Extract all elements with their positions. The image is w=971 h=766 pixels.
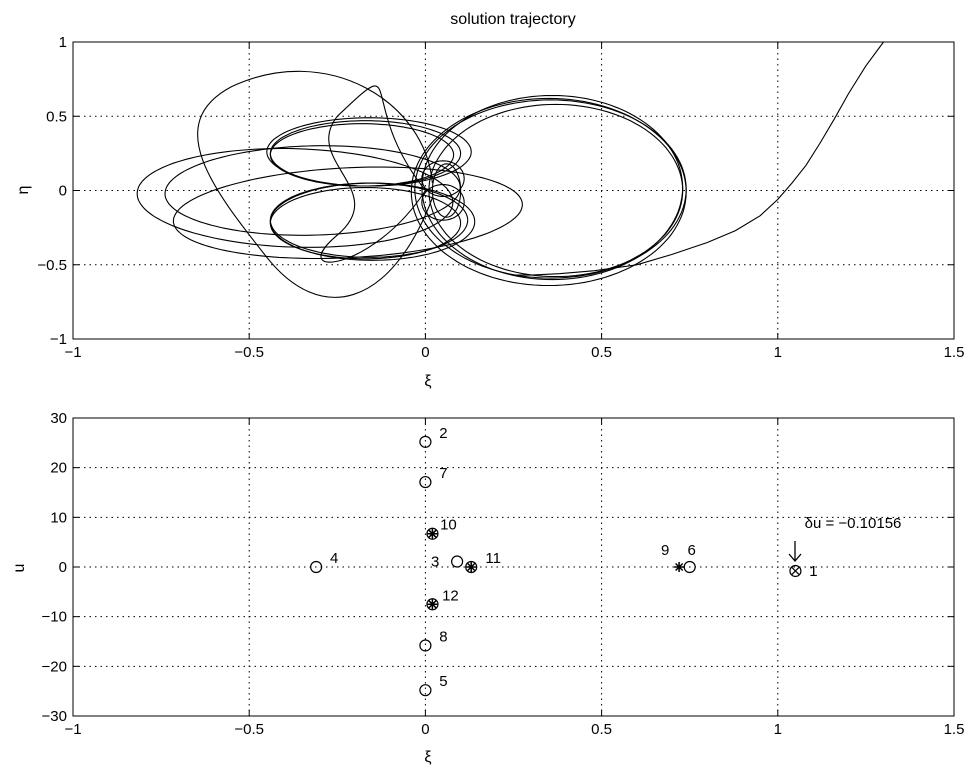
u-x-tick-label: 1	[774, 721, 782, 738]
trajectory-loop	[421, 160, 465, 197]
u-tick-labels: −1 −0.5 0 0.5 1 1.5 −30 −20 −10 0 10 20 30	[42, 410, 965, 738]
point-marker-circle	[419, 475, 432, 489]
trajectory-loop	[269, 182, 476, 261]
delta-u-annotation: δu = −0.10156	[805, 515, 902, 532]
u-y-tick-label: 30	[50, 410, 67, 427]
point-marker-circle	[310, 560, 323, 574]
point-marker-circle	[426, 527, 439, 540]
u-x-tick-label: 1.5	[944, 721, 965, 738]
trajectory-loop	[172, 166, 523, 260]
u-y-tick-label: −20	[42, 658, 67, 675]
trajectory-tick-labels: −1 −0.5 0 0.5 1 1.5 −1 −0.5 0 0.5 1	[37, 34, 964, 361]
point-label: 7	[439, 465, 447, 482]
trajectory-x-tick-label: 0.5	[591, 344, 612, 361]
point-marker-circle	[419, 684, 432, 697]
point-7: 7	[419, 465, 448, 489]
trajectory-loop	[428, 103, 684, 278]
u-axes-box	[72, 417, 955, 717]
trajectory-loop	[421, 184, 465, 221]
trajectory-chart: solution trajectory −1 −0.5 0 0.5 1 1.5 −1 −0.5…	[15, 11, 964, 390]
trajectory-y-tick-label: 0.5	[46, 108, 67, 125]
point-2: 2	[419, 425, 448, 448]
trajectory-x-tick-label: −1	[64, 344, 81, 361]
trajectory-x-tick-label: 1	[774, 344, 782, 361]
point-6: 6	[683, 542, 696, 574]
u-x-tick-label: −0.5	[234, 721, 264, 738]
point-marker-circle	[465, 560, 478, 574]
point-label: 10	[440, 517, 457, 534]
point-3: 3	[431, 554, 464, 571]
chart-title: solution trajectory	[450, 11, 575, 28]
point-marker-asterisk	[674, 562, 685, 572]
u-x-tick-label: 0.5	[591, 721, 612, 738]
u-y-tick-label: −30	[42, 708, 67, 725]
point-marker-circle	[419, 435, 432, 448]
trajectory-loop	[410, 97, 687, 287]
point-marker-x	[790, 566, 800, 576]
u-y-axis-label: u	[11, 564, 28, 573]
point-marker-circle	[451, 555, 464, 568]
trajectory-y-tick-label: 1	[59, 34, 67, 51]
point-label: 12	[442, 587, 459, 604]
point-9: 9	[661, 542, 685, 572]
trajectory-y-tick-label: −0.5	[37, 257, 67, 274]
u-x-tick-label: −1	[64, 721, 81, 738]
point-label: 1	[809, 563, 817, 580]
point-8: 8	[419, 628, 448, 652]
u-y-tick-label: −10	[42, 609, 67, 626]
point-marker-circle	[426, 598, 439, 611]
point-label: 11	[485, 550, 501, 567]
trajectory-y-axis-label: η	[15, 186, 32, 195]
u-x-axis-label: ξ	[424, 749, 431, 766]
trajectory-y-tick-label: −1	[50, 331, 67, 348]
point-label: 9	[661, 542, 669, 559]
point-label: 4	[330, 550, 338, 567]
point-10: 10	[426, 517, 457, 540]
u-y-tick-label: 10	[50, 509, 67, 526]
trajectory-x-axis-label: ξ	[424, 373, 431, 390]
point-12: 12	[426, 587, 459, 611]
u-y-tick-label: 0	[59, 559, 67, 576]
point-11: 11	[465, 550, 501, 574]
trajectory-escape-curve	[513, 41, 884, 276]
trajectory-wave	[197, 70, 433, 298]
trajectory-loop	[431, 163, 462, 218]
trajectory-curves	[136, 41, 884, 298]
point-1: 1	[789, 563, 818, 580]
point-label: 6	[688, 542, 696, 559]
point-4: 4	[310, 550, 338, 574]
trajectory-loop	[269, 123, 455, 187]
trajectory-axes-box	[72, 41, 955, 340]
trajectory-loop	[136, 147, 454, 248]
point-label: 8	[439, 628, 447, 645]
point-label: 3	[431, 554, 439, 571]
point-marker-asterisk	[427, 528, 438, 539]
u-grid	[72, 417, 955, 717]
point-label: 2	[439, 425, 447, 442]
trajectory-y-tick-label: 0	[59, 183, 67, 200]
point-marker-asterisk	[466, 562, 477, 572]
annotation-arrow	[788, 541, 802, 562]
point-5: 5	[419, 673, 448, 697]
u-y-tick-label: 20	[50, 460, 67, 477]
trajectory-loop	[266, 117, 472, 187]
trajectory-x-tick-label: 0	[421, 344, 429, 361]
trajectory-x-tick-label: −0.5	[234, 344, 264, 361]
u-x-tick-label: 0	[421, 721, 429, 738]
point-marker-circle	[683, 560, 696, 574]
point-label: 5	[439, 673, 447, 690]
point-marker-circle	[419, 639, 432, 652]
point-marker-circle	[789, 564, 802, 578]
trajectory-x-tick-label: 1.5	[944, 344, 965, 361]
trajectory-wave	[320, 85, 426, 263]
point-marker-asterisk	[427, 599, 438, 610]
